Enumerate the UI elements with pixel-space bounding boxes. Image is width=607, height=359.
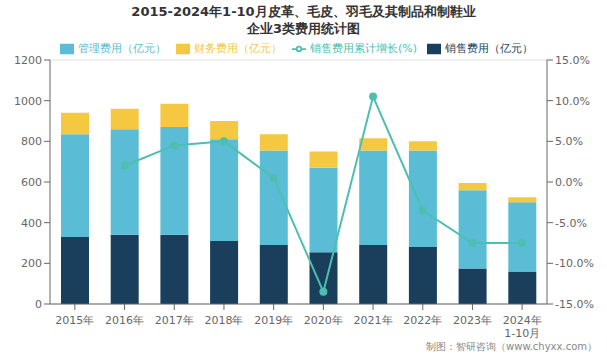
html-text:企业3类费用统计图: 企业3类费用统计图 xyxy=(247,21,360,36)
svg-text:200: 200 xyxy=(21,257,42,270)
svg-text:-15.0%: -15.0% xyxy=(555,298,594,311)
svg-text:2024年1-10月: 2024年1-10月 xyxy=(503,314,542,340)
svg-text:0.0%: 0.0% xyxy=(555,176,583,189)
svg-text:1000: 1000 xyxy=(14,95,42,108)
svg-text:2020年: 2020年 xyxy=(304,314,343,327)
svg-text:600: 600 xyxy=(21,176,42,189)
svg-text:2019年: 2019年 xyxy=(254,314,293,327)
svg-text:5.0%: 5.0% xyxy=(555,135,583,148)
svg-text:2021年: 2021年 xyxy=(354,314,393,327)
html-text:销售费用累计增长(%): 销售费用累计增长(%) xyxy=(310,42,417,55)
html-text:管理费用（亿元）: 管理费用（亿元） xyxy=(78,42,166,55)
svg-text:400: 400 xyxy=(21,217,42,230)
svg-text:2023年: 2023年 xyxy=(453,314,492,327)
svg-text:2018年: 2018年 xyxy=(204,314,243,327)
svg-text:10.0%: 10.0% xyxy=(555,95,590,108)
html-text:财务费用（亿元）: 财务费用（亿元） xyxy=(194,42,282,55)
svg-text:2022年: 2022年 xyxy=(403,314,442,327)
svg-text:800: 800 xyxy=(21,135,42,148)
svg-text:0: 0 xyxy=(35,298,42,311)
svg-text:-5.0%: -5.0% xyxy=(555,217,587,230)
svg-text:2017年: 2017年 xyxy=(155,314,194,327)
html-text:销售费用（亿元）: 销售费用（亿元） xyxy=(445,42,533,55)
svg-text:2015年: 2015年 xyxy=(55,314,94,327)
svg-text:15.0%: 15.0% xyxy=(555,54,590,67)
svg-text:2016年: 2016年 xyxy=(105,314,144,327)
html-text:2015-2024年1-10月皮革、毛皮、羽毛及其制品和制鞋: 2015-2024年1-10月皮革、毛皮、羽毛及其制品和制鞋业 xyxy=(131,4,476,19)
html-text:制图：智研咨询（www.chyxx.com）: 制图：智研咨询（www.chyxx.com） xyxy=(426,341,597,352)
svg-text:-10.0%: -10.0% xyxy=(555,257,594,270)
svg-text:1200: 1200 xyxy=(14,54,42,67)
